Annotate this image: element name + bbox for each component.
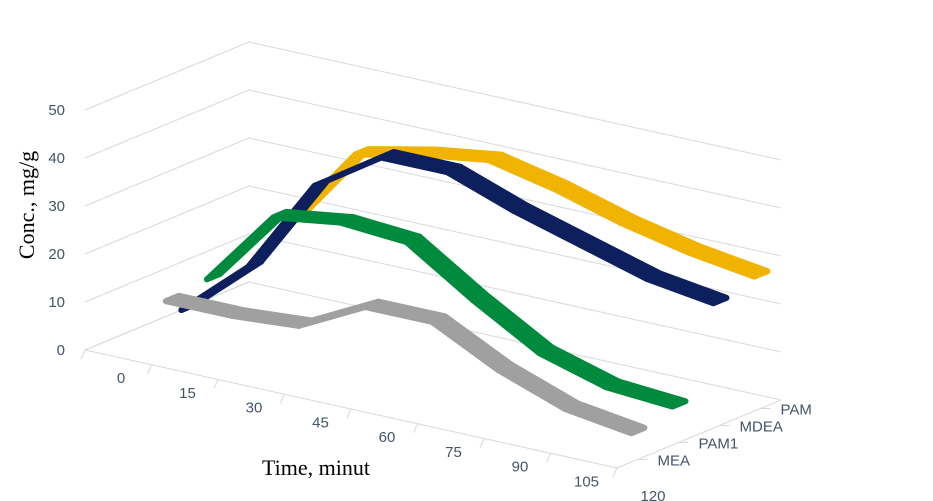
data-point: [477, 295, 481, 299]
data-point: [303, 321, 307, 325]
x-tick-mark: [346, 408, 352, 419]
series-layer: [162, 146, 771, 437]
y-tick-label: 20: [48, 246, 65, 263]
x-tick-label: 105: [574, 473, 599, 490]
data-point: [237, 311, 241, 315]
x-tick-mark: [147, 364, 152, 374]
x-tick-label: 45: [312, 414, 329, 431]
data-point: [651, 274, 655, 278]
x-tick-mark: [80, 349, 86, 360]
data-point: [278, 213, 282, 217]
depth-tick-label: MDEA: [740, 419, 783, 436]
data-point: [518, 206, 522, 210]
y-tick-label: 40: [48, 150, 65, 167]
data-point: [718, 299, 722, 303]
x-tick-mark: [612, 467, 618, 478]
data-point: [569, 404, 573, 408]
x-tick-label: 30: [246, 400, 263, 417]
y-tick-label: 10: [48, 294, 65, 311]
x-tick-mark: [280, 394, 285, 404]
y-tick-labels: 0 10 20 30 40 50: [48, 102, 65, 359]
data-point: [252, 262, 256, 266]
data-point: [360, 150, 364, 154]
series-segment: [684, 243, 771, 280]
data-point: [211, 275, 215, 279]
data-point: [559, 184, 563, 188]
data-point: [493, 155, 497, 159]
x-axis-title: Time, minut: [262, 455, 370, 480]
data-point: [677, 402, 681, 406]
gridline: [84, 89, 782, 209]
gridline: [84, 41, 782, 161]
side-wall: [85, 42, 249, 350]
data-point: [503, 365, 507, 369]
series-segment: [602, 378, 689, 410]
data-point: [452, 168, 456, 172]
series-segment: [561, 400, 648, 437]
x-tick-mark: [413, 423, 418, 433]
x-tick-label: 60: [379, 429, 396, 446]
data-point: [626, 218, 630, 222]
series-mdea-ribbon: [178, 149, 730, 314]
series-mea-ribbon: [162, 292, 648, 437]
data-point: [610, 382, 614, 386]
data-point: [544, 348, 548, 352]
gridline: [84, 233, 782, 353]
data-point: [411, 237, 415, 241]
y-axis-title: Conc., mg/g: [14, 151, 39, 259]
data-point: [692, 248, 696, 252]
x-tick-label: 15: [179, 385, 196, 402]
x-tick-labels: 0 15 30 45 60 75 90 105 120: [117, 370, 666, 501]
data-point: [436, 317, 440, 321]
data-point: [370, 302, 374, 306]
x-tick-mark: [546, 453, 551, 463]
x-tick-label: 90: [512, 459, 529, 476]
data-point: [426, 150, 430, 154]
gridline: [84, 185, 782, 305]
data-point: [759, 272, 763, 276]
x-tick-label: 120: [640, 488, 665, 501]
chart-walls: [85, 42, 781, 400]
series-segment: [495, 361, 581, 412]
series-pam1-ribbon: [203, 208, 689, 410]
depth-tick-label: MEA: [658, 453, 691, 470]
data-point: [319, 181, 323, 185]
x-tick-label: 75: [445, 444, 462, 461]
data-point: [385, 153, 389, 157]
x-tick-mark: [479, 438, 485, 448]
series-segment: [643, 270, 730, 307]
data-point: [170, 296, 174, 300]
x-tick-mark: [213, 379, 219, 389]
x-tick-label: 0: [117, 370, 125, 387]
floor-left-edge: [84, 281, 250, 351]
depth-tick-label: PAM: [781, 402, 812, 419]
y-tick-label: 0: [57, 342, 65, 359]
depth-tick-label: PAM1: [699, 436, 739, 453]
data-point: [585, 240, 589, 244]
y-tick-label: 30: [48, 198, 65, 215]
depth-axis-line: [616, 399, 782, 469]
data-point: [636, 429, 640, 433]
data-point: [344, 218, 348, 222]
y-tick-label: 50: [48, 102, 65, 119]
axes: [80, 281, 782, 478]
